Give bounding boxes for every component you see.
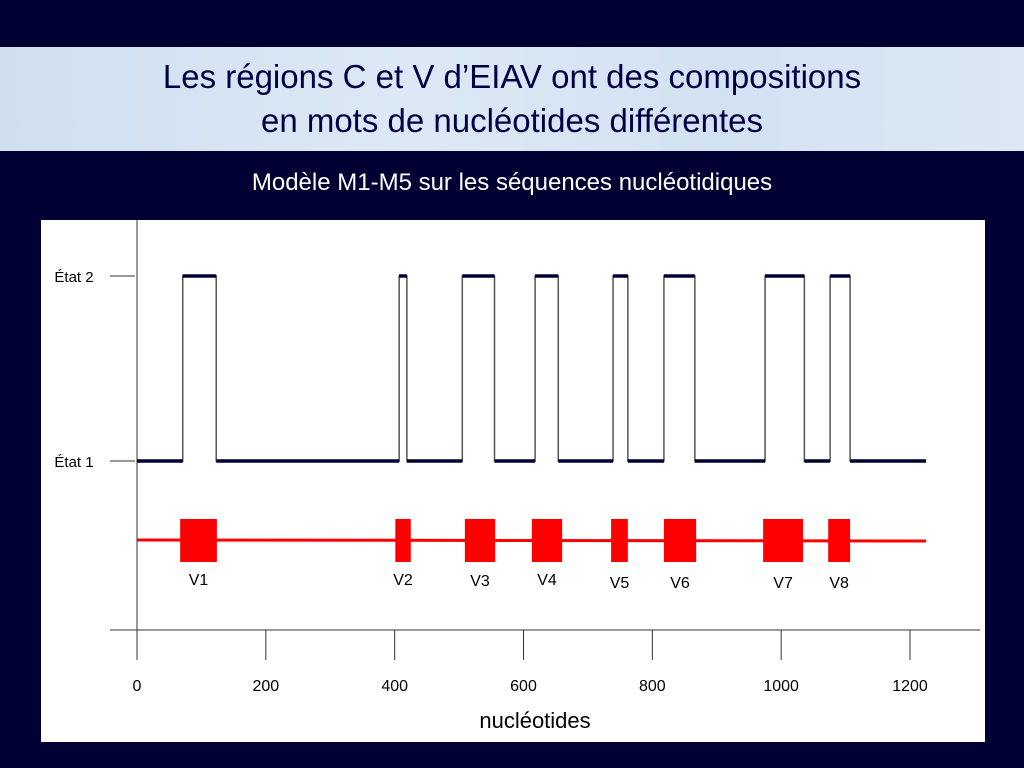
plot-area xyxy=(41,220,985,742)
title-line-1: Les régions C et V d’EIAV ont des compos… xyxy=(162,58,862,95)
title-line-2: en mots de nucléotides différentes xyxy=(260,102,764,139)
variable-region-v4 xyxy=(531,519,563,562)
x-tick-label: 800 xyxy=(639,678,666,695)
variable-region-v2 xyxy=(395,519,411,562)
region-label: V8 xyxy=(829,575,849,592)
x-tick-label: 0 xyxy=(133,678,142,695)
variable-region-v1 xyxy=(180,519,217,562)
region-label: V7 xyxy=(773,575,793,592)
region-label: V1 xyxy=(189,572,209,589)
slide-title: Les régions C et V d’EIAV ont des compos… xyxy=(0,55,1024,143)
x-tick-label: 1000 xyxy=(763,678,799,695)
x-tick-label: 200 xyxy=(252,678,279,695)
region-label: V5 xyxy=(610,575,630,592)
region-label: V3 xyxy=(470,573,490,590)
state-path xyxy=(137,275,927,462)
y-tick-label: État 1 xyxy=(54,454,93,471)
region-label: V6 xyxy=(670,575,690,592)
chart-subtitle: Modèle M1-M5 sur les séquences nucléotid… xyxy=(251,169,773,196)
variable-region-v8 xyxy=(828,519,851,562)
x-tick-label: 600 xyxy=(510,678,537,695)
x-axis-label: nucléotides xyxy=(479,708,590,733)
variable-region-v5 xyxy=(611,519,628,562)
region-label: V4 xyxy=(537,572,557,589)
variable-region-v3 xyxy=(464,519,496,562)
region-label: V2 xyxy=(393,572,413,589)
sequence-line xyxy=(136,538,927,543)
x-tick-label: 400 xyxy=(381,678,408,695)
x-tick-label: 1200 xyxy=(892,678,928,695)
title-band xyxy=(0,47,1024,151)
variable-region-v6 xyxy=(663,519,697,562)
y-tick-label: État 2 xyxy=(54,269,93,286)
variable-region-v7 xyxy=(763,519,804,562)
